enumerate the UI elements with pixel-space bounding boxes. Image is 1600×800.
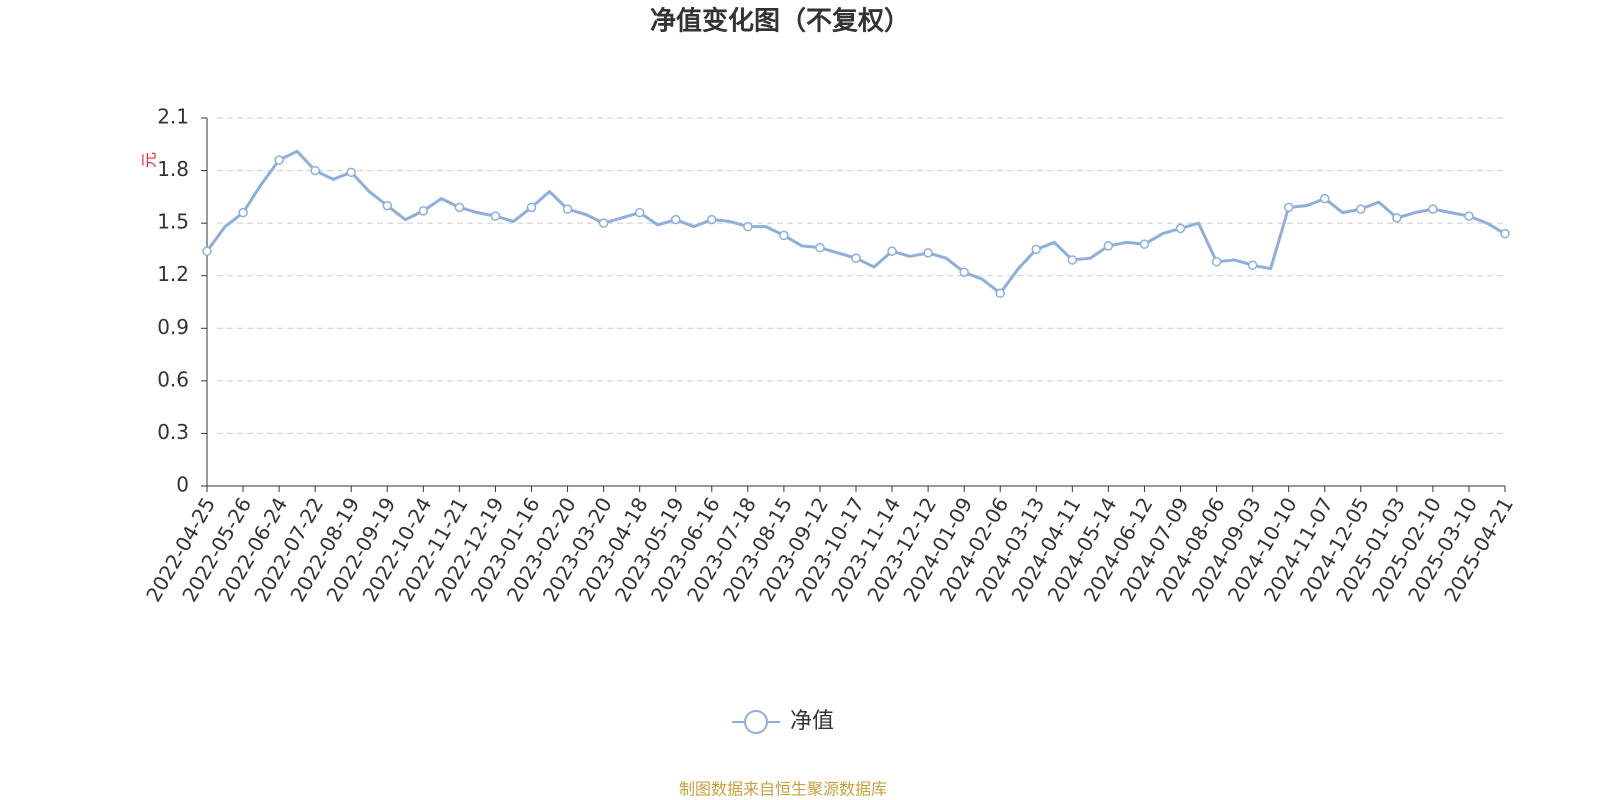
point-marker <box>1283 202 1294 213</box>
point-marker <box>1103 241 1114 251</box>
point-marker <box>1067 255 1078 265</box>
point-marker <box>815 242 825 253</box>
point-marker <box>418 206 429 216</box>
point-marker <box>490 211 501 221</box>
y-tick-label: 0.9 <box>157 315 189 339</box>
point-marker <box>310 165 320 176</box>
point-marker <box>1247 260 1258 270</box>
point-marker <box>562 204 573 214</box>
point-marker <box>959 267 969 277</box>
point-marker <box>1392 213 1402 223</box>
y-tick-label: 1.5 <box>157 210 189 234</box>
point-marker <box>743 221 753 232</box>
point-marker <box>995 288 1005 298</box>
y-tick-label: 2.1 <box>157 105 189 129</box>
series-line <box>205 149 1506 295</box>
point-marker <box>707 214 717 225</box>
y-tick-label: 1.2 <box>157 262 189 286</box>
y-tick-label: 0.6 <box>157 367 189 391</box>
point-marker <box>1175 223 1186 234</box>
y-unit: 元 <box>140 152 159 168</box>
point-marker <box>923 248 933 258</box>
point-marker <box>382 200 393 211</box>
point-marker <box>346 167 356 178</box>
chart-title: 净值变化图（不复权） <box>650 6 910 37</box>
point-marker <box>1319 193 1330 204</box>
point-marker <box>1464 211 1474 221</box>
point-marker <box>238 207 248 218</box>
legend-marker <box>744 710 768 734</box>
legend-label: 净值 <box>790 709 834 734</box>
y-tick-label: 0.3 <box>157 420 189 444</box>
point-marker <box>202 246 212 256</box>
point-marker <box>274 155 284 165</box>
point-marker <box>1356 204 1366 214</box>
point-marker <box>634 207 645 218</box>
point-marker <box>1139 239 1150 249</box>
point-marker <box>1500 228 1510 239</box>
point-marker <box>779 230 789 241</box>
point-marker <box>670 214 681 225</box>
point-marker <box>887 246 897 256</box>
point-marker <box>526 202 537 213</box>
point-marker <box>1031 244 1042 255</box>
point-marker <box>851 253 861 263</box>
point-marker <box>598 218 609 228</box>
point-marker <box>1428 204 1438 214</box>
point-marker <box>454 202 465 213</box>
y-tick-label: 1.8 <box>157 157 189 181</box>
source-note: 制图数据来自恒生聚源数据库 <box>679 780 887 799</box>
point-marker <box>1211 256 1222 267</box>
y-tick-label: 0 <box>176 473 189 497</box>
